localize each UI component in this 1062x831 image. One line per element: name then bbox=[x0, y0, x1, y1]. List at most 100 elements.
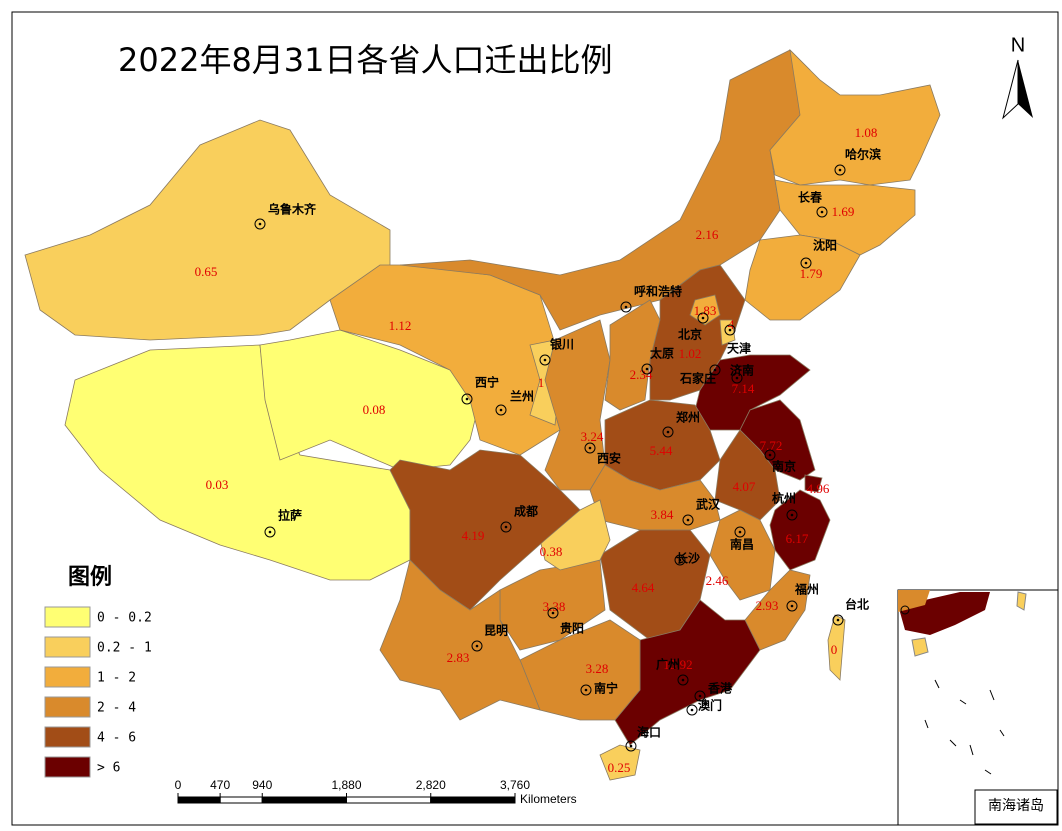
city-label: 武汉 bbox=[696, 497, 721, 512]
province-value: 0.38 bbox=[540, 544, 563, 559]
city-label: 长沙 bbox=[676, 551, 700, 566]
map-title: 2022年8月31日各省人口迁出比例 bbox=[118, 41, 613, 79]
city-dot bbox=[475, 644, 479, 648]
city-dot bbox=[686, 518, 690, 522]
legend: 图例 0 - 0.2 0.2 - 1 1 - 2 2 - 4 4 - 6 > 6 bbox=[44, 565, 152, 778]
scale-segment bbox=[346, 796, 432, 804]
city-marker bbox=[641, 363, 653, 375]
city-dot bbox=[666, 430, 670, 434]
inset-land bbox=[1016, 591, 1027, 611]
city-dot bbox=[504, 525, 508, 529]
scale-label: 2,820 bbox=[416, 778, 446, 792]
province bbox=[519, 619, 641, 721]
province-value: 3.38 bbox=[543, 599, 566, 614]
province-value: 2.34 bbox=[630, 367, 653, 382]
legend-title: 图例 bbox=[68, 565, 112, 590]
city-dot bbox=[681, 678, 685, 682]
scale-label: 3,760 bbox=[500, 778, 530, 792]
city-label: 兰州 bbox=[510, 389, 534, 404]
city-dot bbox=[820, 210, 824, 214]
province bbox=[599, 744, 641, 781]
city-label: 贵阳 bbox=[560, 621, 584, 636]
legend-swatch bbox=[44, 696, 91, 718]
city-label: 台北 bbox=[845, 597, 869, 612]
legend-swatch bbox=[44, 756, 91, 778]
city-dot bbox=[690, 708, 694, 712]
province bbox=[744, 234, 861, 321]
city-dot bbox=[836, 618, 840, 622]
scale-segment bbox=[261, 796, 347, 804]
inset-land bbox=[911, 637, 929, 657]
city-dot bbox=[588, 446, 592, 450]
legend-label: 0.2 - 1 bbox=[97, 641, 152, 656]
city-marker bbox=[674, 554, 686, 566]
city-label: 杭州 bbox=[772, 491, 796, 506]
city-dot bbox=[645, 367, 649, 371]
province bbox=[719, 319, 736, 346]
province-value: 3.84 bbox=[651, 507, 674, 522]
inset: 南海诸岛 bbox=[897, 589, 1059, 826]
city-marker bbox=[539, 354, 551, 366]
city-marker bbox=[500, 521, 512, 533]
legend-swatch bbox=[44, 606, 91, 628]
city-label: 成都 bbox=[514, 504, 538, 519]
province-value: 4.19 bbox=[462, 528, 485, 543]
legend-label: 0 - 0.2 bbox=[97, 611, 152, 626]
province-value: 3.28 bbox=[586, 661, 609, 676]
province bbox=[499, 559, 606, 651]
scale-label: 470 bbox=[210, 778, 230, 792]
province-value: 15.92 bbox=[663, 657, 692, 672]
city-label: 广州 bbox=[656, 657, 680, 672]
city-marker bbox=[764, 449, 776, 461]
city-label: 海口 bbox=[637, 725, 661, 740]
city-dot bbox=[728, 328, 732, 332]
province-value: 5.44 bbox=[650, 443, 673, 458]
province-value: 4.07 bbox=[733, 479, 756, 494]
province-value: 0.65 bbox=[195, 264, 218, 279]
city-marker bbox=[662, 426, 674, 438]
city-dot bbox=[735, 376, 739, 380]
city-label: 西宁 bbox=[475, 375, 499, 390]
city-label: 呼和浩特 bbox=[634, 284, 682, 299]
province bbox=[689, 294, 721, 326]
province-value: 0 bbox=[831, 642, 838, 657]
legend-swatch bbox=[44, 726, 91, 748]
city-dot bbox=[768, 453, 772, 457]
city-marker bbox=[264, 526, 276, 538]
city-marker bbox=[786, 509, 798, 521]
city-marker bbox=[471, 640, 483, 652]
city-dot bbox=[624, 305, 628, 309]
city-marker bbox=[734, 526, 746, 538]
city-marker bbox=[677, 674, 689, 686]
city-marker bbox=[580, 684, 592, 696]
city-label: 天津 bbox=[727, 341, 751, 356]
city-dot bbox=[268, 530, 272, 534]
inset-city bbox=[900, 605, 910, 615]
scale-label: 0 bbox=[175, 778, 182, 792]
province bbox=[604, 299, 661, 411]
province-value: 2.16 bbox=[696, 227, 719, 242]
city-dot bbox=[698, 694, 702, 698]
city-marker bbox=[786, 600, 798, 612]
city-dot bbox=[701, 316, 705, 320]
city-marker bbox=[724, 324, 736, 336]
city-label: 福州 bbox=[794, 582, 819, 597]
province-value: 4.96 bbox=[807, 481, 830, 496]
city-dot bbox=[584, 688, 588, 692]
city-marker bbox=[495, 404, 507, 416]
province-value: 2.46 bbox=[706, 573, 729, 588]
north-label: N bbox=[1011, 34, 1025, 56]
city-marker bbox=[625, 740, 637, 752]
province-value: 7.14 bbox=[732, 381, 755, 396]
city-dot bbox=[258, 222, 262, 226]
city-label: 济南 bbox=[730, 363, 754, 378]
legend-swatch bbox=[44, 636, 91, 658]
province-value: 1.79 bbox=[800, 266, 823, 281]
province-value: 0.08 bbox=[363, 402, 386, 417]
city-marker bbox=[620, 301, 632, 313]
scale-segment bbox=[430, 796, 516, 804]
scale-segment bbox=[177, 796, 221, 804]
city-marker bbox=[584, 442, 596, 454]
